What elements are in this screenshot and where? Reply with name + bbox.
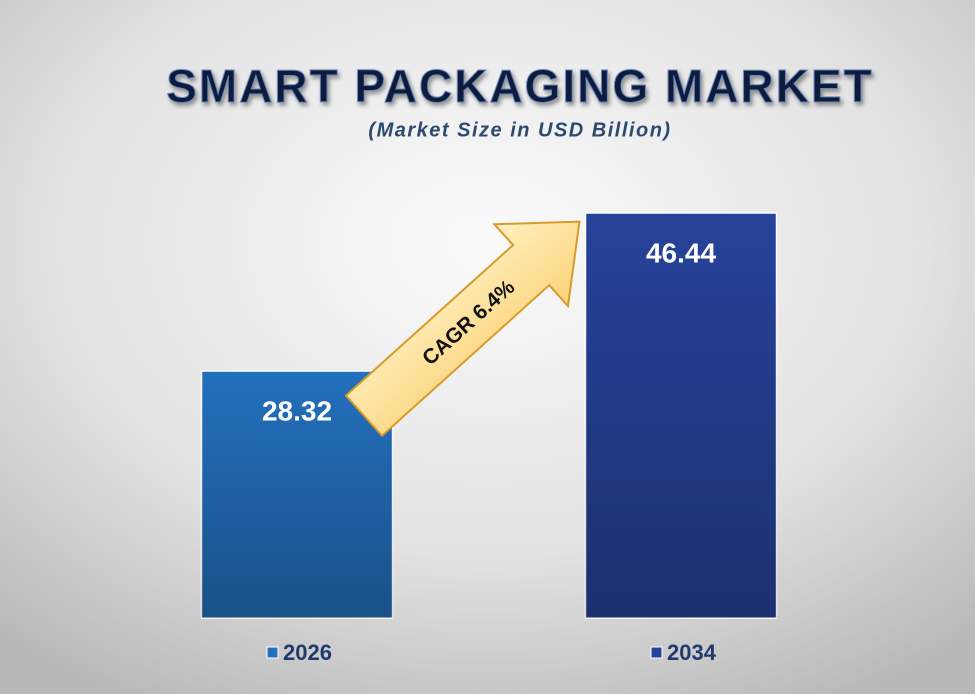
arrow-shape [344, 220, 581, 438]
value-label: 28.32 [262, 395, 332, 426]
legend-label: 2026 [283, 640, 332, 665]
legend-swatch [650, 646, 663, 659]
chart-title: SMART PACKAGING MARKET [166, 60, 874, 112]
bar [584, 212, 778, 619]
legend-swatch [266, 646, 279, 659]
legend-label: 2034 [667, 640, 717, 665]
value-label: 46.44 [646, 237, 716, 268]
chart-subtitle: (Market Size in USD Billion) [368, 119, 671, 141]
